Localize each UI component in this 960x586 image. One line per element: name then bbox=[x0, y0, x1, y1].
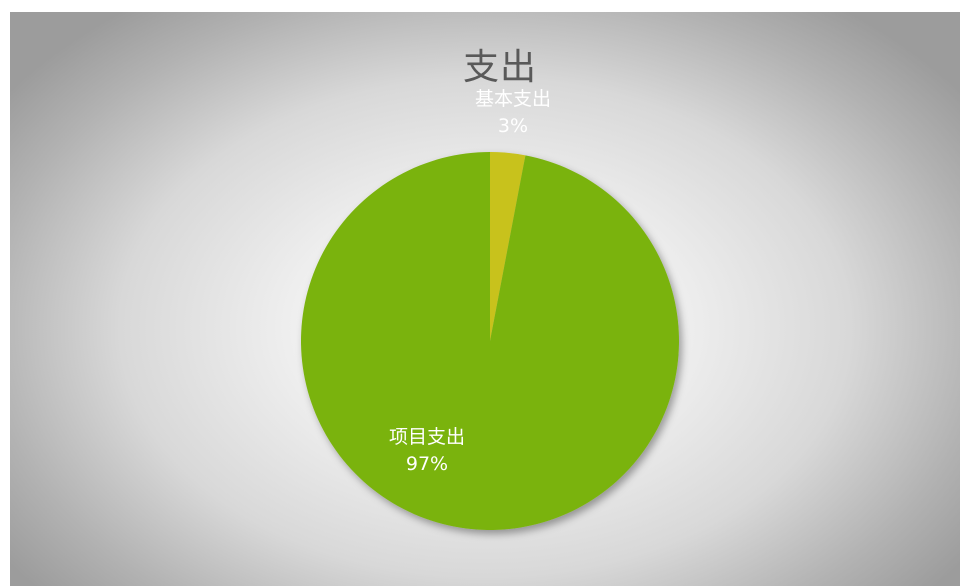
slice-percent-1: 3% bbox=[498, 115, 528, 137]
pie-labels: 基本支出 3% 项目支出 97% bbox=[389, 88, 551, 475]
slice-label-1: 基本支出 bbox=[475, 88, 551, 110]
slice-percent-2: 97% bbox=[406, 453, 448, 475]
slice-label-2: 项目支出 bbox=[389, 426, 465, 448]
chart-title: 支出 bbox=[462, 47, 537, 88]
pie-chart: 基本支出 3% 项目支出 97% bbox=[301, 88, 679, 530]
pie-slice-2 bbox=[301, 152, 679, 530]
chart-area: 支出 基本支出 3% 项目支出 97% bbox=[10, 12, 960, 586]
pie-slice-1 bbox=[490, 152, 526, 341]
pie-slices bbox=[301, 152, 679, 530]
